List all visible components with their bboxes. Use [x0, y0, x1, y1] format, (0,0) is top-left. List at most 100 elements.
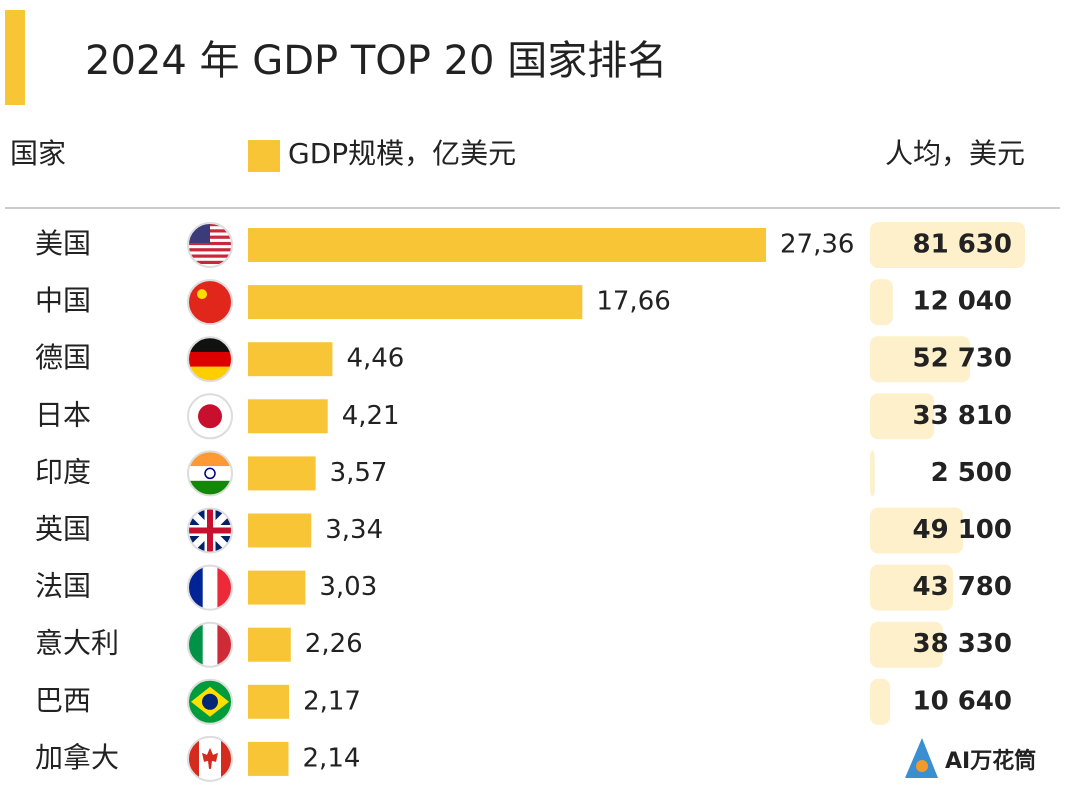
gdp-bar [248, 627, 291, 662]
per-capita-label: 52 730 [912, 344, 1012, 374]
flag-part [198, 404, 222, 429]
flag [187, 564, 233, 611]
flag-body [188, 508, 232, 553]
gdp-bar [248, 285, 583, 320]
gdp-bar [248, 342, 333, 377]
flag-part [188, 508, 232, 553]
gdp-label: 3,34 [325, 515, 383, 545]
flag-ring [187, 564, 233, 611]
flag-body [188, 679, 232, 724]
flag [187, 735, 233, 782]
flag-part [188, 351, 232, 367]
title-accent [5, 10, 25, 105]
flag-part [188, 254, 232, 258]
flag-body [188, 736, 232, 781]
flag [187, 279, 233, 326]
flag-part [202, 622, 218, 667]
flag-body [188, 451, 232, 496]
flag-part [202, 747, 218, 769]
per-capita-label: 49 100 [912, 515, 1012, 545]
per-capita-bar [870, 678, 891, 725]
gdp-bar [248, 399, 328, 434]
flag-body [188, 223, 232, 267]
flag-part [204, 467, 216, 480]
country-label: 印度 [35, 455, 91, 488]
gdp-label: 4,21 [342, 401, 400, 431]
flag-part [188, 736, 199, 781]
flag [187, 393, 233, 440]
flag-part [188, 260, 232, 264]
flag-body [188, 337, 232, 382]
flag [187, 678, 233, 725]
country-label: 英国 [35, 513, 91, 546]
per-capita-label: 81 630 [912, 230, 1012, 260]
per-capita-bar [870, 222, 1025, 268]
country-label: 中国 [35, 284, 91, 317]
flag-ring [187, 678, 233, 725]
flag-ring [187, 279, 233, 326]
per-capita-label: 2 500 [931, 458, 1012, 488]
flag-ring [187, 393, 233, 440]
gdp-label: 17,66 [596, 287, 670, 317]
logo-icon [916, 760, 928, 772]
per-capita-bar [870, 564, 954, 611]
flag-ring [187, 222, 233, 268]
flag [187, 507, 233, 554]
flag [187, 336, 233, 383]
flag-part [202, 565, 218, 610]
legend-label: GDP规模，亿美元 [288, 137, 516, 170]
country-label: 巴西 [35, 684, 91, 717]
flag-ring [187, 507, 233, 554]
gdp-label: 2,26 [305, 629, 363, 659]
per-capita-label: 10 640 [912, 686, 1012, 716]
country-label: 加拿大 [35, 741, 119, 774]
flag-ring [187, 735, 233, 782]
legend-swatch [248, 140, 280, 172]
flag-part [188, 248, 232, 252]
flag-ring [187, 450, 233, 497]
flag-part [221, 736, 232, 781]
per-capita-header: 人均，美元 [885, 137, 1025, 170]
per-capita-label: 38 330 [912, 629, 1012, 659]
gdp-bar [248, 684, 290, 719]
flag-part [188, 280, 232, 325]
gdp-label: 4,46 [346, 344, 404, 374]
flag-part [197, 289, 207, 300]
flag-body [188, 394, 232, 439]
flag [187, 621, 233, 668]
flag-part [188, 466, 232, 482]
gdp-label: 27,36 [780, 230, 854, 260]
country-label: 法国 [35, 570, 91, 603]
chart-title: 2024 年 GDP TOP 20 国家排名 [85, 38, 667, 84]
flag-ring [187, 621, 233, 668]
per-capita-label: 43 780 [912, 572, 1012, 602]
per-capita-label: 12 040 [912, 287, 1012, 317]
gdp-label: 2,17 [303, 686, 361, 716]
per-capita-bar [870, 507, 964, 554]
country-label: 意大利 [35, 627, 119, 660]
per-capita-bar [870, 336, 971, 383]
country-label: 德国 [35, 341, 91, 374]
gdp-label: 3,03 [319, 572, 377, 602]
flag-part [188, 241, 232, 246]
gdp-bar [248, 513, 312, 548]
country-label: 美国 [35, 227, 91, 260]
logo: AI万花筒 [905, 738, 1036, 778]
gdp-bar [248, 741, 289, 776]
per-capita-bar [870, 621, 943, 668]
gdp-bar [248, 570, 306, 605]
flag-part [202, 693, 218, 710]
per-capita-bar [870, 279, 893, 326]
per-capita-bar [870, 393, 935, 440]
per-capita-label: 33 810 [912, 401, 1012, 431]
gdp-bar [248, 228, 766, 262]
flag-ring [187, 336, 233, 383]
per-capita-bar [870, 450, 875, 497]
logo-icon [905, 738, 938, 778]
country-label: 日本 [35, 398, 91, 431]
category-header: 国家 [10, 137, 66, 170]
flag [187, 222, 233, 268]
flag-body [188, 280, 232, 325]
logo-text: AI万花筒 [945, 748, 1036, 774]
flag [187, 450, 233, 497]
